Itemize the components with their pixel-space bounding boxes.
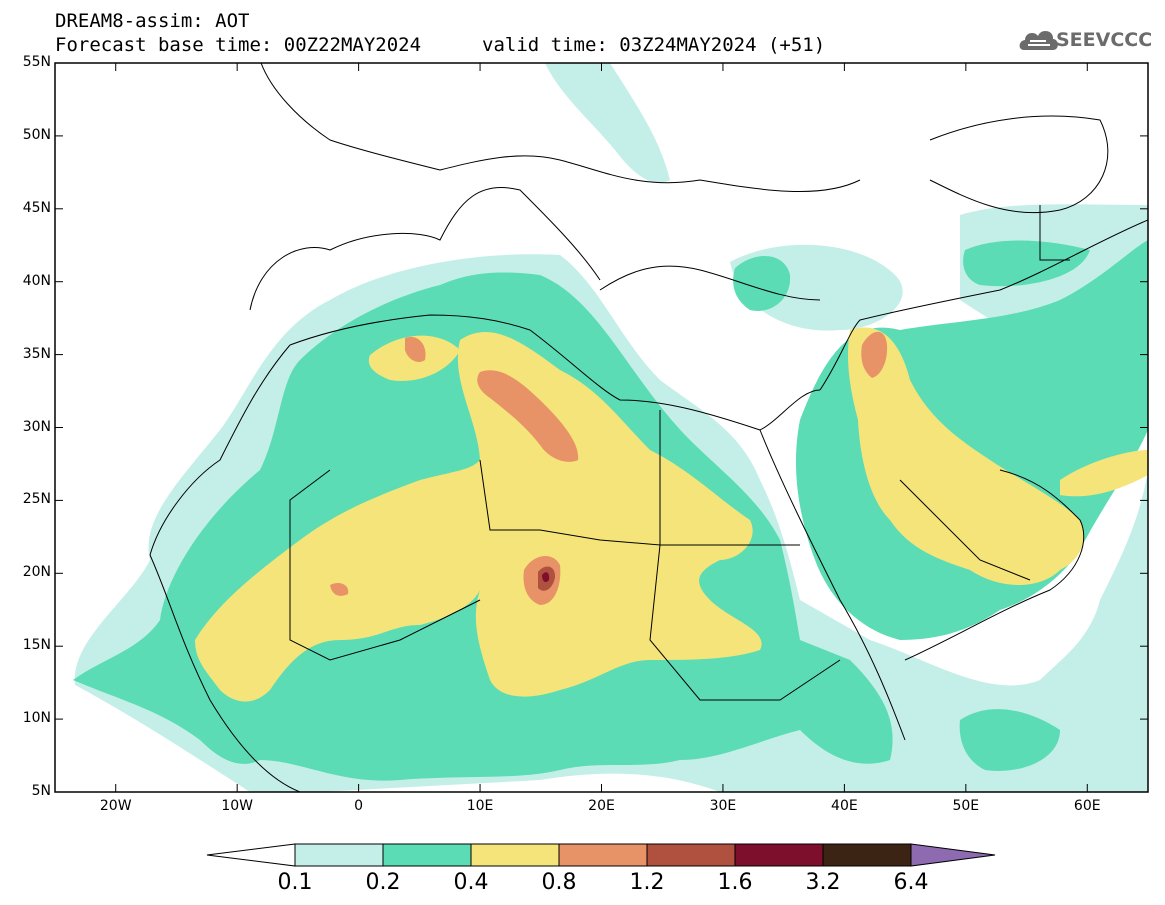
lat-label: 50N [22,126,51,143]
axis-ticks [55,62,1148,793]
colorbar-segment [646,843,736,867]
lon-label: 0 [354,798,364,814]
lon-label: 40E [831,798,858,814]
colorbar-label: 1.6 [717,870,753,895]
colorbar-label: 0.4 [453,870,489,895]
coastlines [149,63,1148,792]
lat-label: 5N [31,783,51,799]
lat-label: 40N [22,272,51,289]
colorbar-label: 6.4 [893,870,929,895]
cloud-logo-icon [1019,30,1058,50]
colorbar-label: 3.2 [805,870,841,895]
lon-label: 10E [466,798,494,814]
colorbar-segment [470,843,560,867]
colorbar-segment [822,843,912,867]
colorbar-segment [558,843,648,867]
lat-label: 15N [22,637,51,654]
lat-label: 10N [22,710,51,727]
lat-label: 35N [22,345,51,362]
colorbar [206,843,996,867]
lon-label: 20E [588,798,615,814]
title-base-time: Forecast base time: 00Z22MAY2024 [55,34,422,56]
lat-label: 30N [22,418,51,435]
colorbar-over-triangle [910,843,996,867]
lon-label: 50E [952,798,980,814]
colorbar-segment [382,843,472,867]
lon-label: 20W [99,798,132,814]
lat-label: 55N [22,54,51,70]
lat-label: 20N [22,564,51,581]
lon-label: 60E [1073,798,1101,814]
colorbar-segment [734,843,824,867]
colorbar-label: 0.1 [277,870,313,895]
colorbar-label: 1.2 [629,870,665,895]
lat-label: 45N [22,199,51,216]
colorbar-segment [294,843,384,867]
lat-label: 25N [22,491,51,508]
lon-label: 30E [709,798,737,814]
colorbar-label: 0.2 [365,870,401,895]
lon-label: 10W [221,798,253,814]
colorbar-label: 0.8 [541,870,577,895]
title-valid-time: valid time: 03Z24MAY2024 (+51) [482,34,826,56]
title-product: DREAM8-assim: AOT [55,10,250,32]
aot-field [55,63,1148,792]
colorbar-under-triangle [206,843,296,867]
logo-text: SEEVCCC [1056,29,1153,51]
